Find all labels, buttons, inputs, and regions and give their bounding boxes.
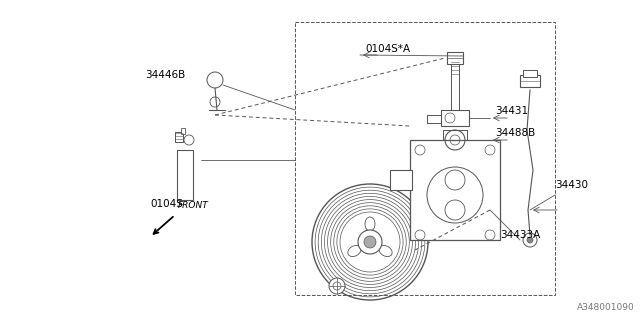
Bar: [295, 22, 555, 295]
Bar: [447, 52, 463, 64]
Bar: [520, 75, 540, 87]
Ellipse shape: [365, 217, 375, 231]
Text: 34433A: 34433A: [500, 230, 540, 240]
Text: 34446B: 34446B: [145, 70, 185, 80]
Bar: [177, 150, 193, 200]
Text: 34431: 34431: [495, 106, 528, 116]
Circle shape: [364, 236, 376, 248]
Bar: [523, 70, 537, 77]
Circle shape: [358, 230, 382, 254]
Circle shape: [527, 237, 533, 243]
Bar: [181, 128, 185, 134]
Ellipse shape: [379, 245, 392, 257]
Text: 34488B: 34488B: [495, 128, 535, 138]
Bar: [175, 132, 183, 142]
Text: 34430: 34430: [555, 180, 588, 190]
Bar: [390, 170, 412, 190]
Circle shape: [329, 278, 345, 294]
Text: A348001090: A348001090: [577, 303, 635, 312]
Ellipse shape: [348, 245, 361, 257]
Bar: [441, 110, 469, 126]
Circle shape: [523, 233, 537, 247]
Text: 0104S*A: 0104S*A: [365, 44, 410, 54]
Text: 0104S: 0104S: [150, 199, 183, 209]
Bar: [410, 140, 500, 240]
Text: FRONT: FRONT: [178, 201, 209, 210]
